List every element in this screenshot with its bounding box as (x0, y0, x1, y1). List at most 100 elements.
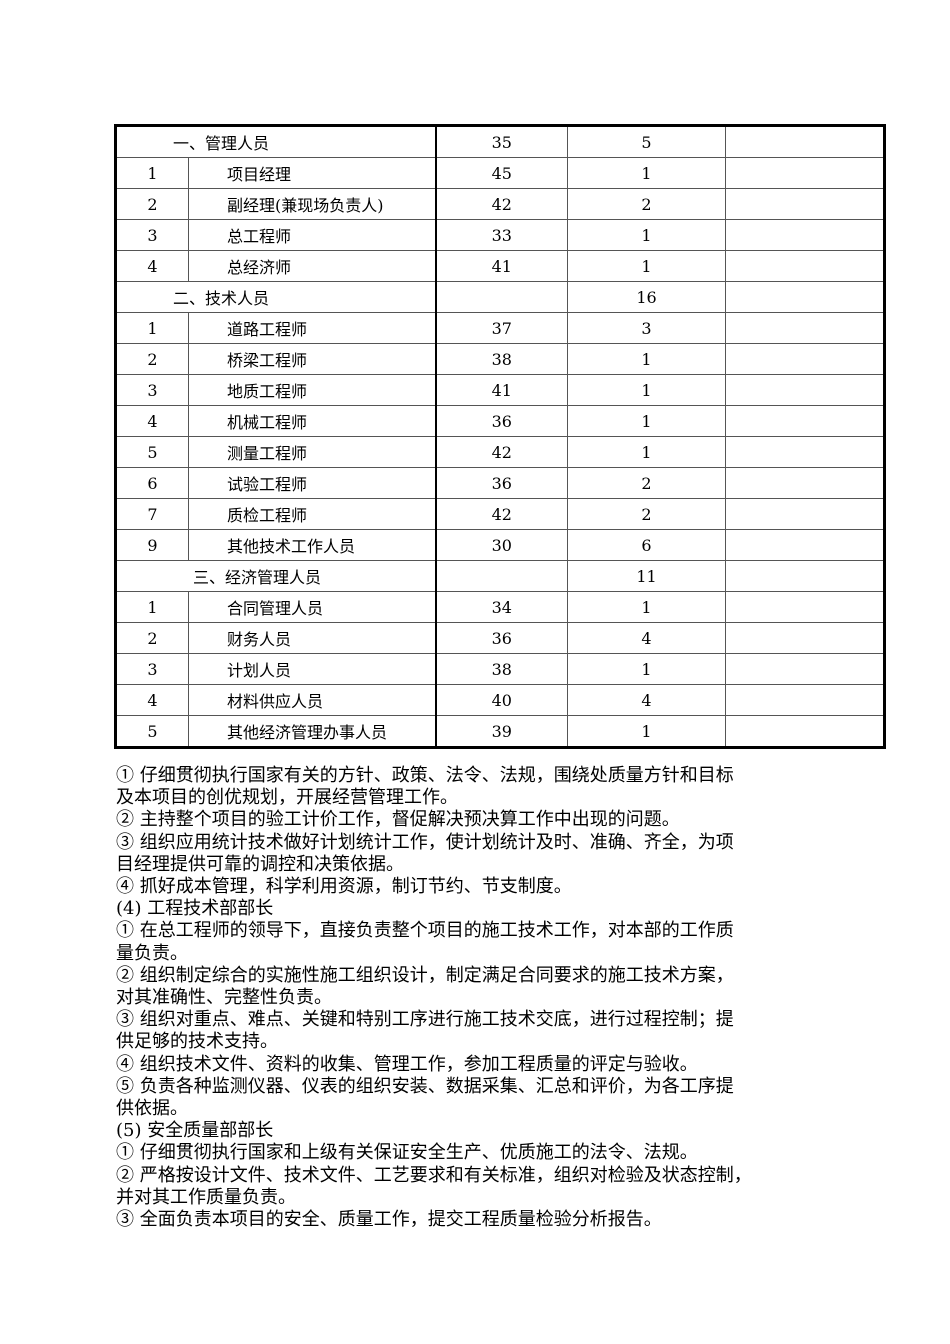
age-cell: 41 (434, 250, 569, 282)
text-line: ① 仔细贯彻执行国家有关的方针、政策、法令、法规，围绕处质量方针和目标 (116, 765, 734, 786)
table-row: 9 其他技术工作人员 30 6 (115, 529, 886, 561)
count-cell: 3 (567, 312, 727, 344)
text-line: 及本项目的创优规划，开展经营管理工作。 (116, 787, 458, 809)
age-cell: 41 (434, 374, 569, 406)
count-cell: 1 (567, 250, 727, 282)
age-cell: 42 (434, 188, 569, 220)
age-cell: 42 (434, 498, 569, 530)
count-cell: 1 (567, 436, 727, 468)
position-name: 其他经济管理办事人员 (187, 715, 437, 748)
position-name: 计划人员 (187, 653, 437, 685)
count-cell: 1 (567, 219, 727, 251)
remarks-cell (725, 125, 886, 158)
table-row: 4 机械工程师 36 1 (115, 405, 886, 437)
section-row: 三、经济管理人员 11 (114, 560, 886, 592)
position-name: 机械工程师 (187, 405, 437, 437)
remarks-cell (725, 374, 886, 406)
remarks-cell (725, 560, 886, 592)
position-name: 合同管理人员 (187, 591, 437, 623)
age-cell: 34 (434, 591, 569, 623)
count-cell: 5 (567, 125, 727, 158)
table-row: 2 财务人员 36 4 (115, 622, 886, 654)
age-cell: 39 (434, 715, 569, 748)
table-row: 2 桥梁工程师 38 1 (115, 343, 886, 375)
row-number: 5 (115, 436, 189, 468)
remarks-cell (725, 250, 886, 282)
count-cell: 1 (567, 715, 727, 748)
position-name: 总工程师 (187, 219, 437, 251)
position-name: 质检工程师 (187, 498, 437, 530)
remarks-cell (725, 157, 886, 189)
age-cell: 37 (434, 312, 569, 344)
table-row: 5 测量工程师 42 1 (115, 436, 886, 468)
section-row: 二、技术人员 16 (114, 281, 886, 313)
text-line: 对其准确性、完整性负责。 (116, 987, 332, 1009)
remarks-cell (725, 498, 886, 530)
count-cell: 1 (567, 653, 727, 685)
text-line: ① 仔细贯彻执行国家和上级有关保证安全生产、优质施工的法令、法规。 (116, 1142, 698, 1164)
text-line: (5) 安全质量部部长 (116, 1120, 274, 1142)
remarks-cell (725, 684, 886, 716)
text-line: 供足够的技术支持。 (116, 1031, 278, 1053)
remarks-cell (725, 405, 886, 437)
text-line: 目经理提供可靠的调控和决策依据。 (116, 853, 404, 875)
count-cell: 11 (567, 560, 727, 592)
position-name: 项目经理 (187, 157, 437, 189)
text-line: ⑤ 负责各种监测仪器、仪表的组织安装、数据采集、汇总和评价，为各工序提 (116, 1075, 734, 1097)
position-name: 副经理(兼现场负责人) (187, 188, 437, 220)
age-cell: 36 (434, 405, 569, 437)
row-number: 2 (115, 188, 189, 220)
position-name: 总经济师 (187, 250, 437, 282)
row-number: 2 (115, 622, 189, 654)
remarks-cell (725, 188, 886, 220)
age-cell: 36 (434, 622, 569, 654)
count-cell: 1 (567, 157, 727, 189)
age-cell: 35 (434, 125, 569, 158)
age-cell: 38 (434, 343, 569, 375)
row-number: 7 (115, 498, 189, 530)
table-row: 2 副经理(兼现场负责人) 42 2 (115, 188, 886, 220)
row-number: 5 (115, 715, 189, 748)
table-row: 4 材料供应人员 40 4 (115, 684, 886, 716)
table-row: 3 地质工程师 41 1 (115, 374, 886, 406)
count-cell: 6 (567, 529, 727, 561)
remarks-cell (725, 467, 886, 499)
position-name: 试验工程师 (187, 467, 437, 499)
position-name: 地质工程师 (187, 374, 437, 406)
table-row: 5 其他经济管理办事人员 39 1 (115, 715, 886, 748)
position-name: 测量工程师 (187, 436, 437, 468)
count-cell: 2 (567, 498, 727, 530)
table-row: 3 总工程师 33 1 (115, 219, 886, 251)
remarks-cell (725, 436, 886, 468)
duty-description: ① 仔细贯彻执行国家有关的方针、政策、法令、法规，围绕处质量方针和目标 及本项目的… (116, 765, 896, 1231)
row-number: 3 (115, 653, 189, 685)
row-number: 1 (115, 312, 189, 344)
text-line: (4) 工程技术部部长 (116, 898, 274, 920)
remarks-cell (725, 622, 886, 654)
count-cell: 2 (567, 188, 727, 220)
row-number: 1 (115, 591, 189, 623)
staff-table: 一、管理人员 35 5 1 项目经理 45 1 2 副经理(兼现场负责人) 42 2 3 总工程师 33 1… (114, 124, 887, 749)
remarks-cell (725, 312, 886, 344)
age-cell (434, 281, 569, 313)
age-cell: 30 (434, 529, 569, 561)
position-name: 其他技术工作人员 (187, 529, 437, 561)
age-cell: 33 (434, 219, 569, 251)
section-label: 三、经济管理人员 (114, 560, 437, 592)
table-row: 3 计划人员 38 1 (115, 653, 886, 685)
remarks-cell (725, 219, 886, 251)
text-line: ② 严格按设计文件、技术文件、工艺要求和有关标准，组织对检验及状态控制， (116, 1164, 752, 1186)
count-cell: 1 (567, 374, 727, 406)
text-line: ③ 组织对重点、难点、关键和特别工序进行施工技术交底，进行过程控制；提 (116, 1009, 734, 1031)
table-row: 1 合同管理人员 34 1 (115, 591, 886, 623)
table-row: 1 项目经理 45 1 (115, 157, 886, 189)
remarks-cell (725, 653, 886, 685)
count-cell: 1 (567, 405, 727, 437)
section-label: 一、管理人员 (114, 125, 437, 158)
text-line: ① 在总工程师的领导下，直接负责整个项目的施工技术工作，对本部的工作质 (116, 920, 734, 942)
age-cell: 42 (434, 436, 569, 468)
table-row: 7 质检工程师 42 2 (115, 498, 886, 530)
row-number: 3 (115, 374, 189, 406)
row-number: 2 (115, 343, 189, 375)
row-number: 6 (115, 467, 189, 499)
